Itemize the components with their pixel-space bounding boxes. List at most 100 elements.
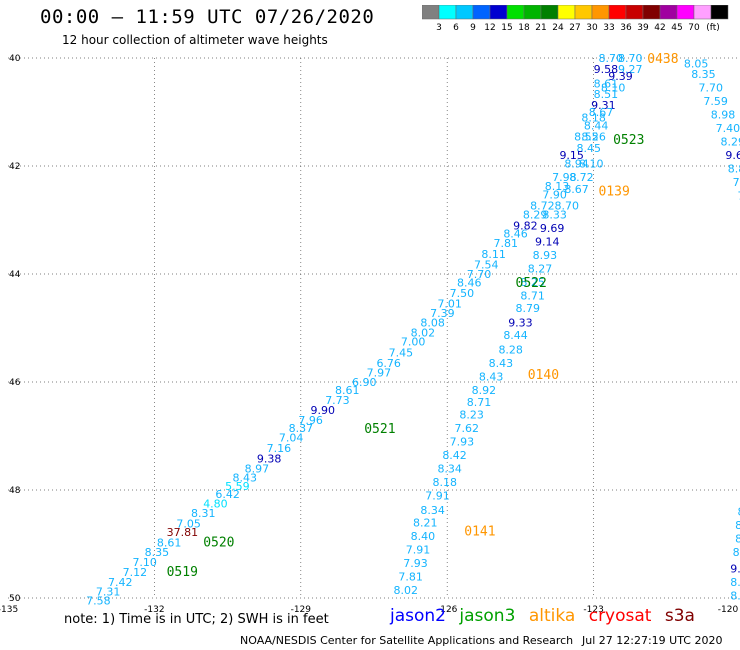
wave-height-label: 8.18 xyxy=(581,111,606,124)
wave-height-label: 9.14 xyxy=(535,236,560,249)
wave-height-label: 7.81 xyxy=(494,237,519,250)
wave-height-label: 8.29 xyxy=(523,209,548,222)
legend-altika: altika xyxy=(528,606,576,626)
wave-height-label: 9.15 xyxy=(559,149,584,162)
wave-height-label: 8.71 xyxy=(520,290,545,303)
wave-height-values: 8.708.709.279.589.398.618.108.519.318.67… xyxy=(86,52,740,608)
pass-time-label: 0520 xyxy=(203,535,234,550)
wave-height-label: 8.72 xyxy=(530,199,555,212)
wave-height-label: 6.90 xyxy=(352,376,377,389)
colorbar-label: 45 xyxy=(671,23,682,33)
pass-time-label: 0523 xyxy=(613,133,644,148)
colorbar-label: 30 xyxy=(586,23,598,33)
wave-height-label: 8.18 xyxy=(433,476,458,489)
wave-height-label: 8.35 xyxy=(145,546,170,559)
longitude-tick-label: -120 xyxy=(718,605,739,615)
wave-height-label: 8.92 xyxy=(472,384,497,397)
wave-height-label: 8.43 xyxy=(479,371,504,384)
longitude-tick-label: -132 xyxy=(144,605,164,615)
legend-cryosat: cryosat xyxy=(588,606,652,626)
wave-height-label: 8.61 xyxy=(335,384,360,397)
latitude-tick-label: 48 xyxy=(9,486,21,496)
wave-height-label: 7.16 xyxy=(267,442,292,455)
wave-height-label: 9.64 xyxy=(725,149,740,162)
wave-height-label: 9.70 xyxy=(730,562,740,575)
wave-height-label: 9.69 xyxy=(540,222,565,235)
wave-height-colorbar: 3 6 9 12 15 18 21 24 27 30 33 36 39 42 45 70 (ft) xyxy=(422,5,729,33)
pass-time-label: 0522 xyxy=(516,276,547,291)
wave-height-label: 7.42 xyxy=(108,576,133,589)
wave-height-label: 9.82 xyxy=(513,219,538,232)
wave-height-label: 7.70 xyxy=(467,268,492,281)
wave-height-label: 8.8 xyxy=(735,533,740,546)
wave-height-label: 8.9 xyxy=(735,519,740,532)
wave-height-label: 7.04 xyxy=(279,432,304,445)
wave-height-label: 9.58 xyxy=(594,63,619,76)
wave-height-label: 8.51 xyxy=(594,88,619,101)
wave-height-label: 7.93 xyxy=(450,435,475,448)
colorbar-swatch xyxy=(710,5,729,20)
wave-height-label: 8.25 xyxy=(520,276,545,289)
wave-height-label: 8.26 xyxy=(581,130,606,143)
wave-height-label: 9.27 xyxy=(618,63,643,76)
wave-height-label: 7.54 xyxy=(474,258,499,271)
wave-height-label: 8.79 xyxy=(516,302,541,315)
wave-height-label: 8.42 xyxy=(442,449,467,462)
wave-height-label: 7.40 xyxy=(716,122,740,135)
legend-s3a: s3a xyxy=(664,606,695,626)
wave-height-label: 7.01 xyxy=(437,298,462,311)
wave-height-label: 7.91 xyxy=(425,489,450,502)
colorbar-label: 21 xyxy=(535,23,546,33)
wave-height-label: 8.2 xyxy=(733,546,740,559)
wave-height-label: 8.46 xyxy=(503,228,528,241)
wave-height-label: 8.10 xyxy=(579,157,604,170)
colorbar-label: 70 xyxy=(688,23,700,33)
wave-height-label: 8.61 xyxy=(594,77,619,90)
colorbar-label: 42 xyxy=(654,23,665,33)
footer-note: note: 1) Time is in UTC; 2) SWH is in fe… xyxy=(64,612,329,627)
wave-height-label: 8.23 xyxy=(459,408,484,421)
colorbar-unit: (ft) xyxy=(706,23,720,33)
wave-height-label: 9.39 xyxy=(608,70,633,83)
colorbar-label: 15 xyxy=(501,23,512,33)
colorbar-label: 36 xyxy=(620,23,632,33)
wave-height-label: 37.81 xyxy=(167,526,199,539)
legend-jason3: jason3 xyxy=(459,606,516,626)
wave-height-label: 7.58 xyxy=(86,595,111,608)
wave-height-label: 8.11 xyxy=(481,248,506,261)
wave-height-label: 8.05 xyxy=(684,57,709,70)
wave-height-label: 7.82 xyxy=(733,176,740,189)
wave-height-label: 7.90 xyxy=(542,189,567,202)
wave-height-label: 8.80 xyxy=(730,589,740,602)
wave-height-label: 8.98 xyxy=(711,109,736,122)
credit-line: NOAA/NESDIS Center for Satellite Applica… xyxy=(240,634,574,647)
longitude-tick-label: -135 xyxy=(0,605,18,615)
pass-time-label: 0521 xyxy=(364,422,395,437)
wave-height-label: 8.88 xyxy=(728,163,740,176)
generation-timestamp: Jul 27 12:27:19 UTC 2020 xyxy=(582,634,723,647)
wave-height-label: 8.10 xyxy=(601,82,626,95)
colorbar-label: 27 xyxy=(569,23,580,33)
wave-height-label: 8.21 xyxy=(413,516,438,529)
wave-height-label: 8.67 xyxy=(564,183,589,196)
wave-height-label: 8.37 xyxy=(289,422,314,435)
colorbar-label: 39 xyxy=(637,23,649,33)
colorbar-label: 3 xyxy=(436,23,442,33)
wave-height-label: 8.34 xyxy=(437,462,462,475)
wave-height-label: 7.98 xyxy=(552,171,577,184)
pass-time-labels: 04380605230139052201400521014105200519 xyxy=(167,52,679,580)
latitude-tick-label: 42 xyxy=(9,162,20,172)
wave-height-label: 7.91 xyxy=(406,543,431,556)
latitude-tick-label: 44 xyxy=(9,270,21,280)
wave-height-label: 8.02 xyxy=(394,584,419,597)
wave-height-label: 8.43 xyxy=(232,472,256,485)
wave-height-label: 7.81 xyxy=(398,570,423,583)
wave-height-label: 7.62 xyxy=(455,422,480,435)
wave-height-label: 8.61 xyxy=(157,536,182,549)
pass-time-label: 0139 xyxy=(598,184,629,199)
wave-height-label: 8.29 xyxy=(720,136,740,149)
wave-height-label: 7.39 xyxy=(430,307,455,320)
wave-height-label: 4.80 xyxy=(203,498,228,511)
wave-height-label: 8.40 xyxy=(411,530,436,543)
wave-height-label: 8.31 xyxy=(191,507,216,520)
